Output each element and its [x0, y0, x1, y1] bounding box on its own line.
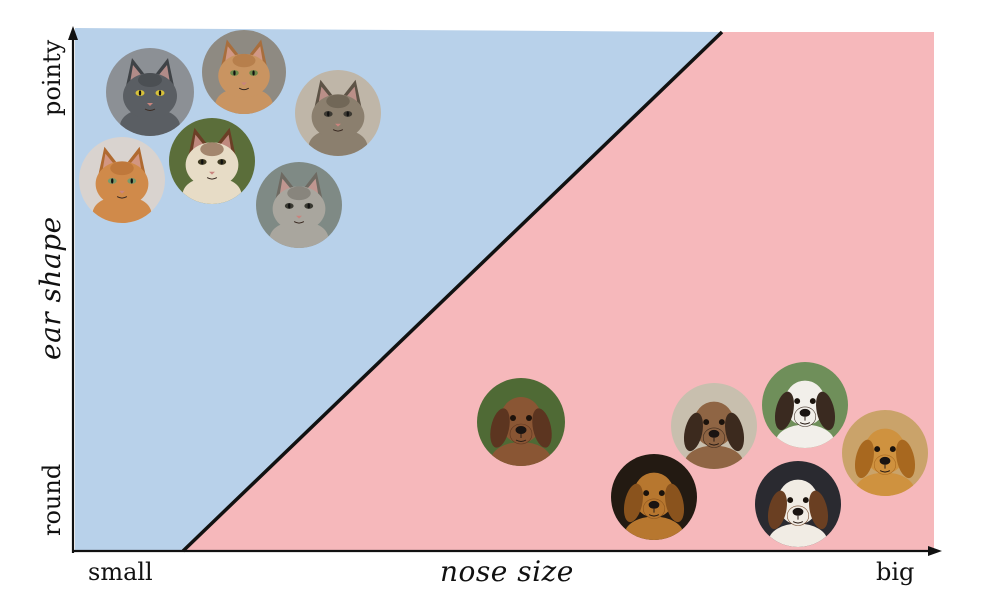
puppy-photo [477, 378, 565, 466]
y-axis-arrowhead [68, 26, 78, 40]
beagle-photo [755, 461, 841, 547]
decision-boundary [181, 30, 724, 553]
y-axis-low-label: round [38, 463, 66, 536]
cocker-spaniel-photo [611, 454, 697, 540]
dachshund-photo [671, 383, 757, 469]
orange-tabby-cat-photo [202, 30, 286, 114]
y-axis-high-label: pointy [38, 39, 66, 116]
tricolor-dog-photo [762, 362, 848, 448]
golden-dog-photo [842, 410, 928, 496]
x-axis-low-label: small [88, 558, 153, 586]
cat-photo-cluster [79, 30, 381, 248]
x-axis-high-label: big [876, 558, 915, 586]
x-axis-title: nose size [440, 555, 574, 588]
y-axis-title: ear shape [34, 216, 67, 360]
dog-photo-cluster [477, 362, 928, 547]
x-axis-arrowhead [928, 546, 942, 556]
